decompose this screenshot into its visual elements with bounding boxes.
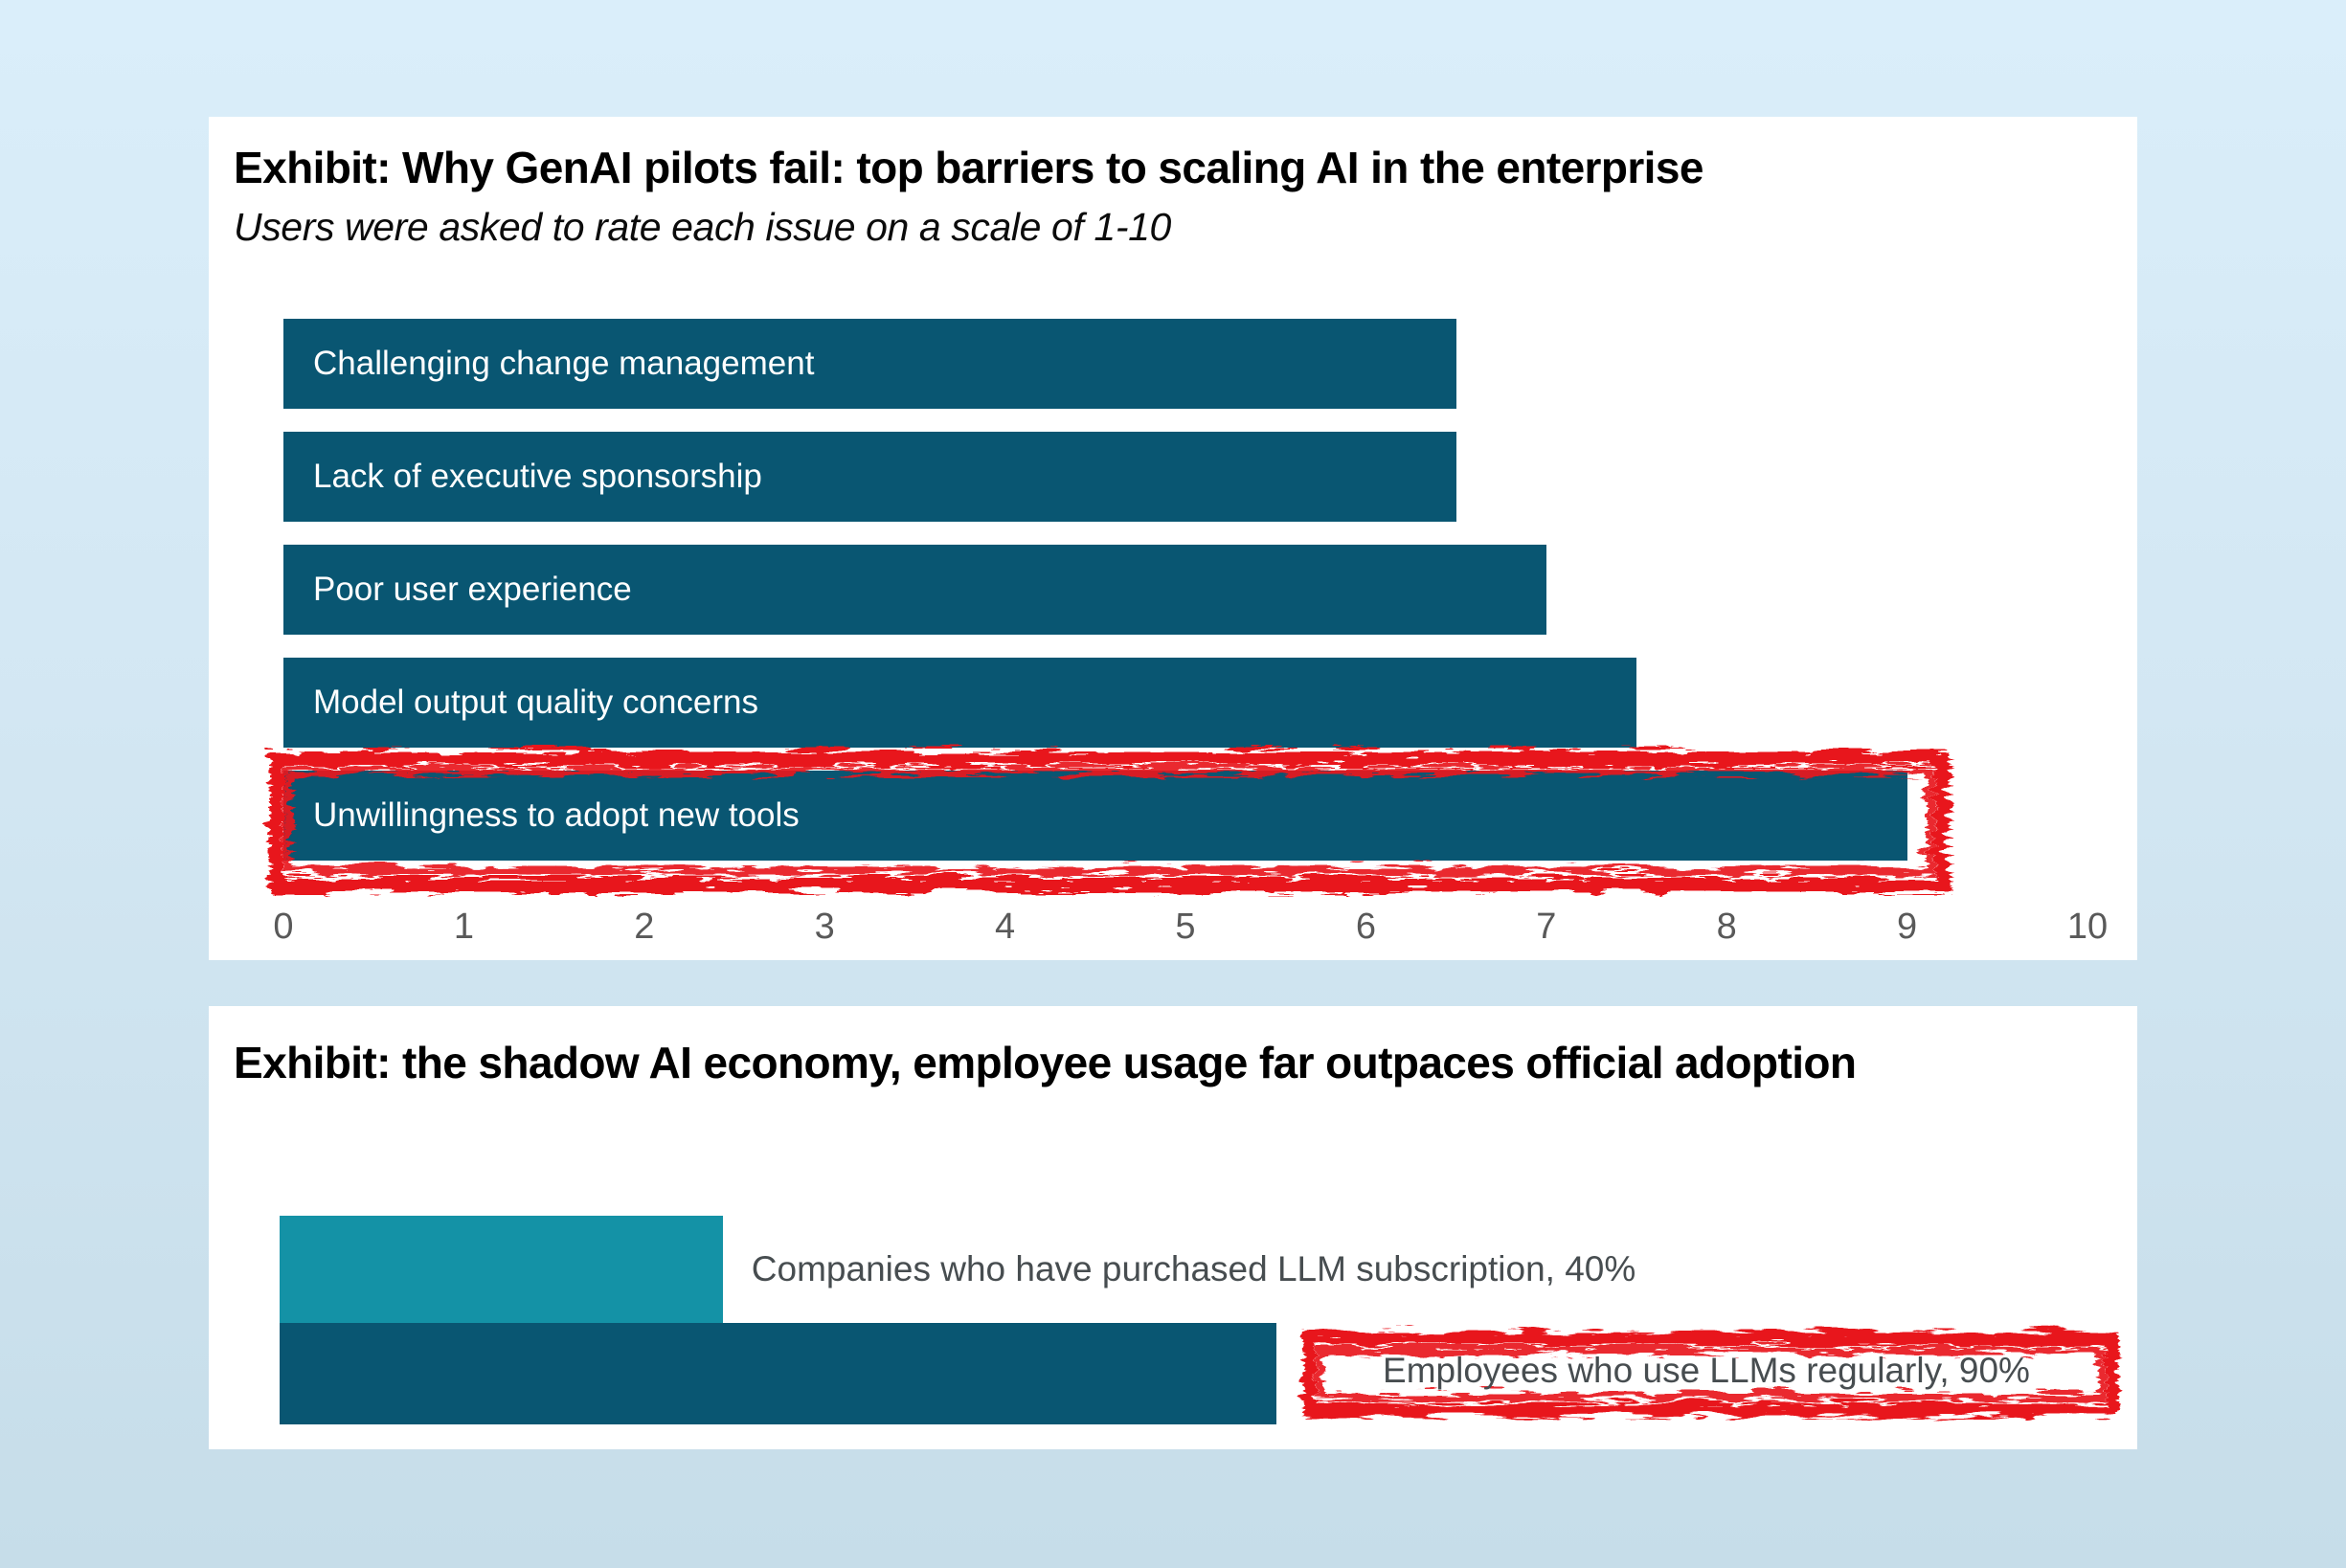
bar-row	[280, 1216, 723, 1323]
x-axis-tick-label: 4	[995, 907, 1016, 947]
bar-row	[280, 1323, 1277, 1424]
x-axis-tick-label: 6	[1355, 907, 1376, 947]
bar-label: Model output quality concerns	[313, 683, 758, 721]
bar-row: Model output quality concerns	[283, 658, 1636, 748]
x-axis-tick-label: 3	[814, 907, 835, 947]
bar-value-label: Companies who have purchased LLM subscri…	[751, 1249, 1636, 1288]
x-axis-tick-label: 9	[1897, 907, 1918, 947]
exhibit-1-subtitle: Users were asked to rate each issue on a…	[234, 205, 1171, 249]
exhibit-1-panel: Exhibit: Why GenAI pilots fail: top barr…	[209, 117, 2137, 960]
bar-row: Poor user experience	[283, 545, 1546, 635]
x-axis-tick-label: 10	[2066, 907, 2109, 947]
x-axis-tick-label: 5	[1175, 907, 1196, 947]
exhibit-2-panel: Exhibit: the shadow AI economy, employee…	[209, 1006, 2137, 1449]
bar-row: Unwillingness to adopt new tools	[283, 771, 1907, 861]
x-axis-tick-label: 0	[273, 907, 294, 947]
red-crayon-frame-icon	[1298, 1328, 2114, 1413]
barriers-x-axis: 0 1 2 3 4 5 6 7 8 9 10	[273, 907, 2108, 954]
bar-value-label: Employees who use LLMs regularly, 90%	[1383, 1350, 2030, 1390]
bar-label: Poor user experience	[313, 571, 632, 608]
bar-row: Challenging change management	[283, 319, 1456, 409]
bar-label: Lack of executive sponsorship	[313, 458, 762, 495]
shadow-ai-bar-chart: Companies who have purchased LLM subscri…	[209, 1006, 2137, 1449]
bar-label: Unwillingness to adopt new tools	[313, 796, 800, 834]
x-axis-tick-label: 2	[634, 907, 655, 947]
x-axis-tick-label: 1	[453, 907, 474, 947]
x-axis-tick-label: 7	[1536, 907, 1557, 947]
x-axis-tick-label: 8	[1716, 907, 1737, 947]
exhibit-2-title: Exhibit: the shadow AI economy, employee…	[234, 1038, 1857, 1087]
bar-row: Lack of executive sponsorship	[283, 432, 1456, 522]
barriers-bar-chart: Challenging change management Lack of exe…	[264, 319, 2087, 893]
bar-label: Challenging change management	[313, 345, 815, 382]
highlight-annotation: Employees who use LLMs regularly, 90%	[1295, 1324, 2118, 1417]
exhibit-1-title: Exhibit: Why GenAI pilots fail: top barr…	[234, 143, 1703, 192]
